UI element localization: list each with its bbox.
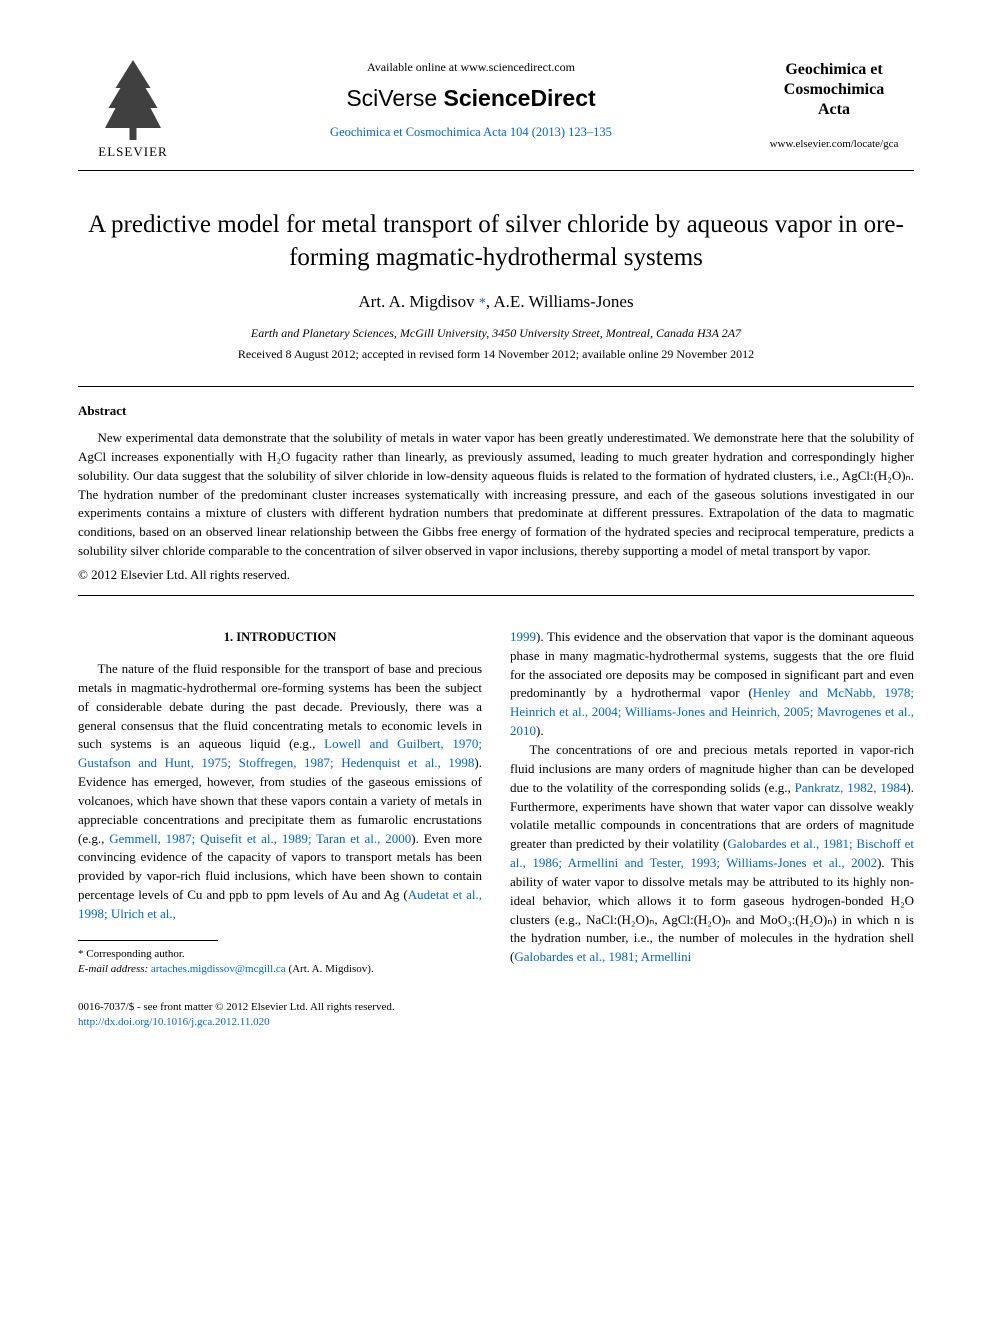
journal-name: Geochimica et Cosmochimica Acta — [754, 60, 914, 120]
citation-link[interactable]: Galobardes et al., 1981; Armellini — [514, 949, 691, 964]
email-label: E-mail address: — [78, 963, 151, 975]
journal-url: www.elsevier.com/locate/gca — [754, 138, 914, 150]
sciverse-prefix: SciVerse — [346, 85, 437, 111]
affiliation: Earth and Planetary Sciences, McGill Uni… — [78, 326, 914, 341]
journal-name-line1: Geochimica et — [754, 60, 914, 80]
journal-name-line2: Cosmochimica — [754, 80, 914, 100]
author-suffix: , A.E. Williams-Jones — [486, 292, 634, 311]
front-matter-text: 0016-7037/$ - see front matter © 2012 El… — [78, 1000, 914, 1015]
author-prefix: Art. A. Migdisov — [358, 292, 478, 311]
abstract-body: New experimental data demonstrate that t… — [78, 429, 914, 561]
corresponding-author-footnote: * Corresponding author. E-mail address: … — [78, 947, 482, 978]
email-link[interactable]: artaches.migdissov@mcgill.ca — [151, 963, 286, 975]
publisher-logo-block: ELSEVIER — [78, 60, 188, 160]
platform-logo: SciVerse ScienceDirect — [204, 85, 738, 112]
citation-link[interactable]: 1999 — [510, 629, 536, 644]
article-dates: Received 8 August 2012; accepted in revi… — [78, 347, 914, 362]
available-online-text: Available online at www.sciencedirect.co… — [204, 60, 738, 75]
intro-paragraph-1-cont: 1999). This evidence and the observation… — [510, 628, 914, 741]
intro-paragraph-2: The concentrations of ore and precious m… — [510, 741, 914, 967]
abstract-copyright: © 2012 Elsevier Ltd. All rights reserved… — [78, 567, 914, 583]
section-1-heading: 1. INTRODUCTION — [78, 628, 482, 646]
two-column-body: 1. INTRODUCTION The nature of the fluid … — [78, 628, 914, 978]
right-column: 1999). This evidence and the observation… — [510, 628, 914, 978]
citation-link[interactable]: Pankratz, 1982, 1984 — [795, 780, 907, 795]
paper-title: A predictive model for metal transport o… — [78, 209, 914, 274]
header-center: Available online at www.sciencedirect.co… — [188, 60, 754, 140]
abstract-heading: Abstract — [78, 403, 914, 419]
rp1-text-b: ). — [536, 723, 544, 738]
page-container: ELSEVIER Available online at www.science… — [0, 0, 992, 1070]
rp2-text-c: ). This ability of water vapor to dissol… — [510, 855, 914, 964]
publisher-label: ELSEVIER — [78, 144, 188, 160]
author-line: Art. A. Migdisov *, A.E. Williams-Jones — [78, 292, 914, 312]
email-suffix: (Art. A. Migdisov). — [286, 963, 374, 975]
left-column: 1. INTRODUCTION The nature of the fluid … — [78, 628, 482, 978]
corr-author-label: * Corresponding author. — [78, 947, 482, 962]
journal-title-block: Geochimica et Cosmochimica Acta www.else… — [754, 60, 914, 150]
email-line: E-mail address: artaches.migdissov@mcgil… — [78, 962, 482, 977]
divider-bottom — [78, 595, 914, 596]
journal-name-line3: Acta — [754, 100, 914, 120]
intro-paragraph-1: The nature of the fluid responsible for … — [78, 660, 482, 924]
sciencedirect-main: ScienceDirect — [437, 85, 596, 111]
doi-link[interactable]: http://dx.doi.org/10.1016/j.gca.2012.11.… — [78, 1016, 270, 1028]
corresponding-author-link[interactable]: * — [479, 296, 486, 311]
journal-reference-link[interactable]: Geochimica et Cosmochimica Acta 104 (201… — [330, 125, 612, 139]
divider-top — [78, 386, 914, 387]
header-bar: ELSEVIER Available online at www.science… — [78, 60, 914, 171]
front-matter-block: 0016-7037/$ - see front matter © 2012 El… — [78, 1000, 914, 1031]
citation-link[interactable]: Gemmell, 1987; Quisefit et al., 1989; Ta… — [109, 831, 411, 846]
footnote-divider — [78, 940, 218, 941]
elsevier-tree-icon — [98, 60, 168, 140]
